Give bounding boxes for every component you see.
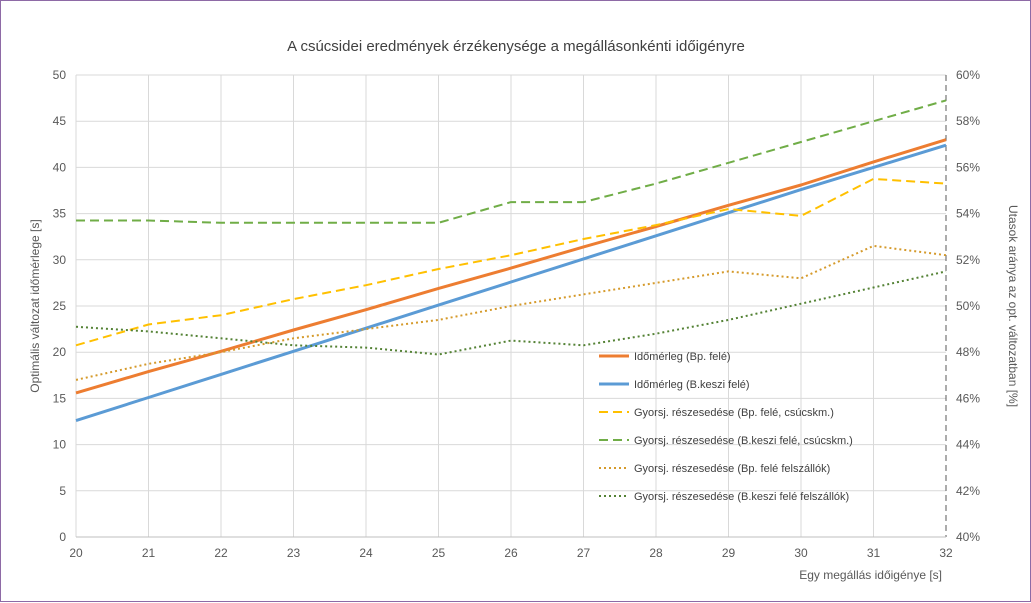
y-right-tick-label: 46% xyxy=(956,391,980,405)
y-right-tick-label: 44% xyxy=(956,438,980,452)
x-tick-label: 28 xyxy=(649,546,663,560)
x-tick-label: 26 xyxy=(504,546,518,560)
y-right-tick-label: 42% xyxy=(956,484,980,498)
y-axis-right-label: Utasok aránya az opt. változatban [%] xyxy=(1006,205,1020,407)
series-line-4 xyxy=(76,99,947,224)
y-right-tick-label: 54% xyxy=(956,207,980,221)
x-tick-label: 22 xyxy=(214,546,228,560)
y-right-tick-label: 56% xyxy=(956,160,980,174)
series-line-6 xyxy=(75,270,947,356)
right-axis-ticks: 40% 42% 44% 46% 48% 50% 52% 54% 56% 58% 60% xyxy=(956,68,980,544)
y-right-tick-label: 48% xyxy=(956,345,980,359)
y-left-tick-label: 35 xyxy=(53,207,67,221)
series-line-3 xyxy=(75,177,947,347)
y-left-tick-label: 50 xyxy=(53,68,67,82)
series-line-1 xyxy=(75,138,947,395)
legend: Időmérleg (Bp. felé) Időmérleg (B.keszi f… xyxy=(599,351,853,503)
x-tick-label: 20 xyxy=(69,546,83,560)
left-axis-ticks: 0 5 10 15 20 25 30 35 40 45 50 xyxy=(53,68,67,544)
x-tick-label: 29 xyxy=(722,546,736,560)
y-left-tick-label: 30 xyxy=(53,253,67,267)
legend-label: Gyorsj. részesedése (B.keszi felé felszá… xyxy=(634,491,849,503)
y-left-tick-label: 20 xyxy=(53,345,67,359)
legend-label: Időmérleg (Bp. felé) xyxy=(634,351,731,363)
y-axis-left-label: Optimális változat időmérlege [s] xyxy=(28,219,42,392)
series-line-5 xyxy=(75,244,947,381)
series-lines xyxy=(75,99,947,423)
legend-label: Gyorsj. részesedése (B.keszi felé, csúcs… xyxy=(634,435,853,447)
gridlines xyxy=(75,74,946,537)
y-left-tick-label: 5 xyxy=(59,484,66,498)
y-left-tick-label: 0 xyxy=(59,530,66,544)
y-left-tick-label: 25 xyxy=(53,299,67,313)
y-right-tick-label: 60% xyxy=(956,68,980,82)
x-tick-label: 30 xyxy=(794,546,808,560)
x-axis-label: Egy megállás időigénye [s] xyxy=(799,568,942,582)
x-tick-label: 32 xyxy=(939,546,953,560)
legend-label: Időmérleg (B.keszi felé) xyxy=(634,379,750,391)
chart-title: A csúcsidei eredmények érzékenysége a me… xyxy=(287,38,745,55)
x-tick-label: 24 xyxy=(359,546,373,560)
y-left-tick-label: 45 xyxy=(53,114,67,128)
x-tick-label: 31 xyxy=(867,546,881,560)
y-right-tick-label: 50% xyxy=(956,299,980,313)
series-line-2 xyxy=(75,143,947,423)
y-left-tick-label: 10 xyxy=(53,438,67,452)
y-right-tick-label: 52% xyxy=(956,253,980,267)
x-tick-label: 25 xyxy=(432,546,446,560)
y-left-tick-label: 15 xyxy=(53,391,67,405)
x-axis-ticks: 20 21 22 23 24 25 26 27 28 29 30 31 32 xyxy=(69,546,953,560)
legend-label: Gyorsj. részesedése (Bp. felé, csúcskm.) xyxy=(634,407,834,419)
y-right-tick-label: 58% xyxy=(956,114,980,128)
y-right-tick-label: 40% xyxy=(956,530,980,544)
x-tick-label: 23 xyxy=(287,546,301,560)
y-left-tick-label: 40 xyxy=(53,160,67,174)
legend-label: Gyorsj. részesedése (Bp. felé felszállók… xyxy=(634,463,830,475)
x-tick-label: 21 xyxy=(142,546,156,560)
x-tick-label: 27 xyxy=(577,546,591,560)
